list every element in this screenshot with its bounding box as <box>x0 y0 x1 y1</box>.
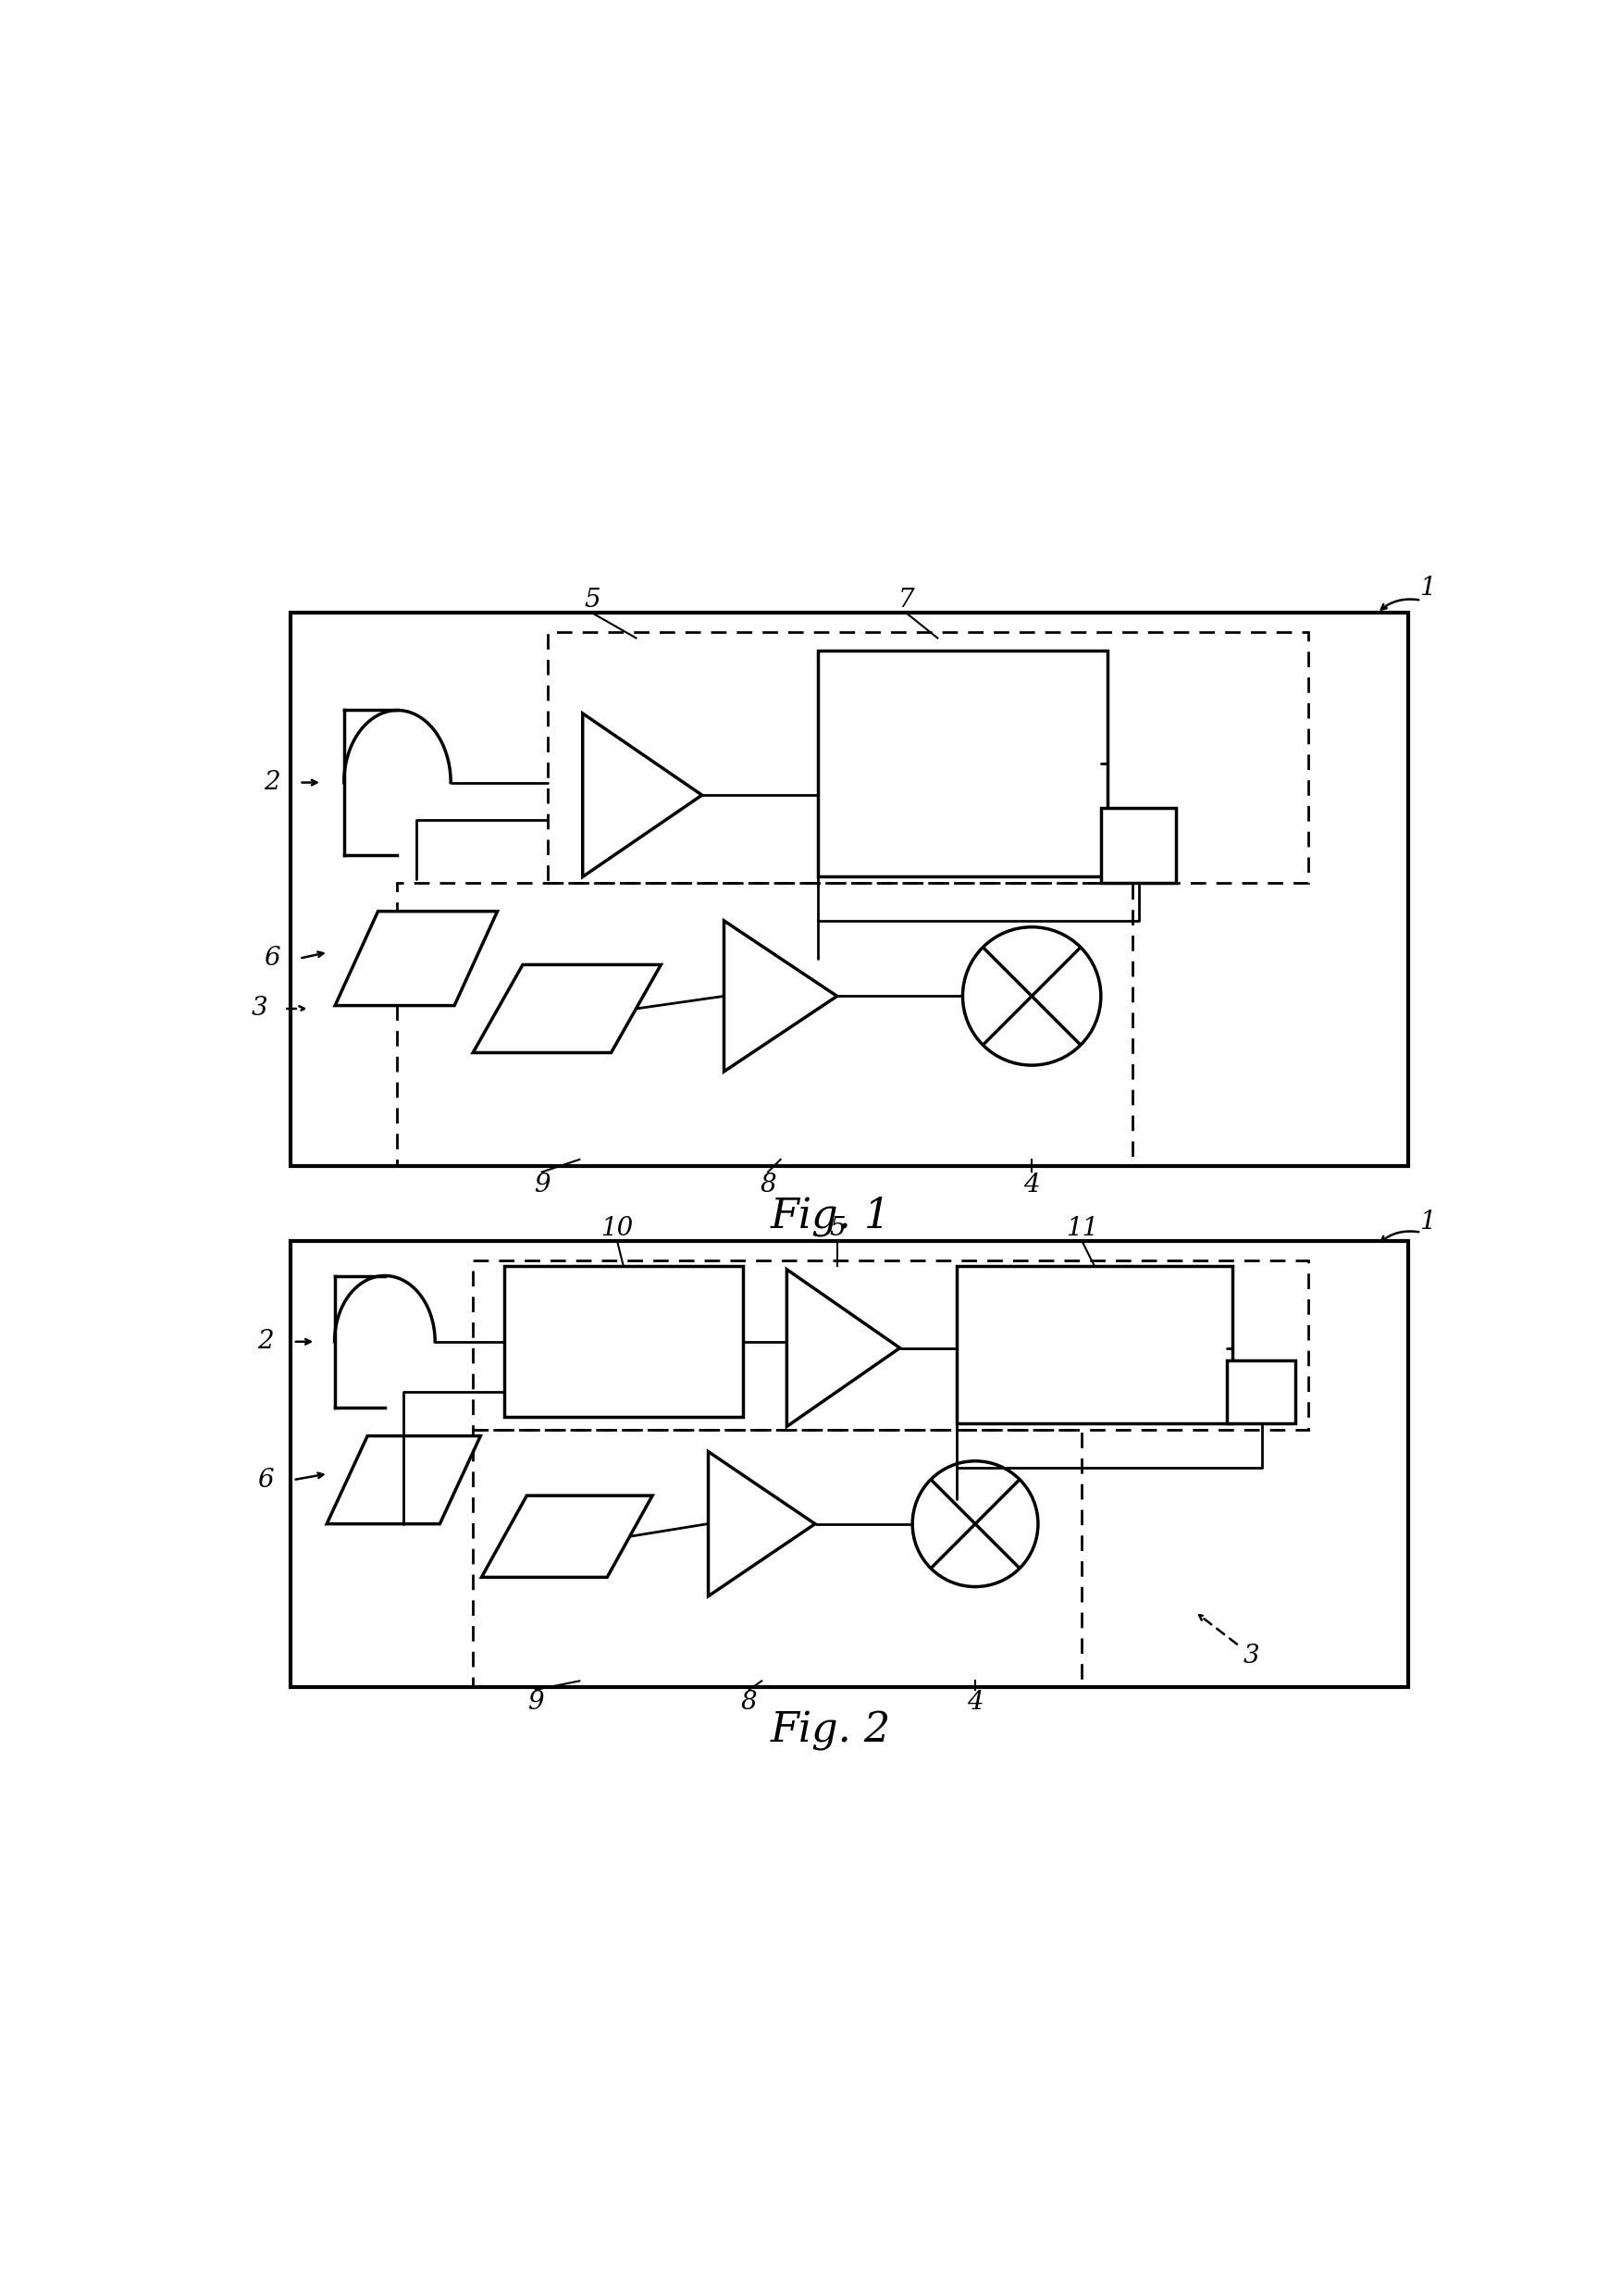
Polygon shape <box>473 964 661 1052</box>
Text: 4: 4 <box>1023 1173 1041 1196</box>
Bar <box>290 613 1409 1166</box>
Bar <box>1101 808 1177 884</box>
Bar <box>397 884 1131 1166</box>
Polygon shape <box>786 1270 900 1426</box>
Bar <box>290 1242 1409 1688</box>
Text: 3: 3 <box>1243 1644 1260 1669</box>
Text: Fig. 2: Fig. 2 <box>770 1711 892 1752</box>
Bar <box>473 1261 1308 1430</box>
Text: 1: 1 <box>1420 576 1436 599</box>
Bar <box>473 1430 1083 1688</box>
Polygon shape <box>327 1435 480 1525</box>
Text: 4: 4 <box>968 1690 984 1715</box>
Text: 7: 7 <box>898 588 914 613</box>
Text: 11: 11 <box>1065 1217 1099 1242</box>
Text: 9: 9 <box>533 1173 550 1196</box>
Circle shape <box>963 928 1101 1065</box>
Polygon shape <box>344 709 451 854</box>
Text: 10: 10 <box>601 1217 634 1242</box>
Polygon shape <box>334 1277 434 1407</box>
Bar <box>504 1267 742 1417</box>
Bar <box>956 1267 1232 1424</box>
Polygon shape <box>582 714 702 877</box>
Polygon shape <box>481 1495 652 1577</box>
Polygon shape <box>725 921 836 1072</box>
Text: 5: 5 <box>584 588 600 613</box>
Text: 8: 8 <box>760 1173 776 1196</box>
Polygon shape <box>708 1451 815 1596</box>
Text: 6: 6 <box>258 1467 274 1492</box>
Circle shape <box>913 1460 1037 1587</box>
Text: 5: 5 <box>828 1217 845 1242</box>
Text: 6: 6 <box>264 946 280 971</box>
Bar <box>819 650 1107 877</box>
Polygon shape <box>336 912 498 1006</box>
Text: 3: 3 <box>251 996 267 1022</box>
Text: Fig. 1: Fig. 1 <box>770 1196 892 1235</box>
Text: 2: 2 <box>258 1329 274 1355</box>
Bar <box>548 631 1308 884</box>
Bar <box>1227 1362 1295 1424</box>
Text: 1: 1 <box>1420 1210 1436 1235</box>
Text: 9: 9 <box>527 1690 543 1715</box>
Text: 8: 8 <box>741 1690 757 1715</box>
Text: 2: 2 <box>264 769 280 794</box>
